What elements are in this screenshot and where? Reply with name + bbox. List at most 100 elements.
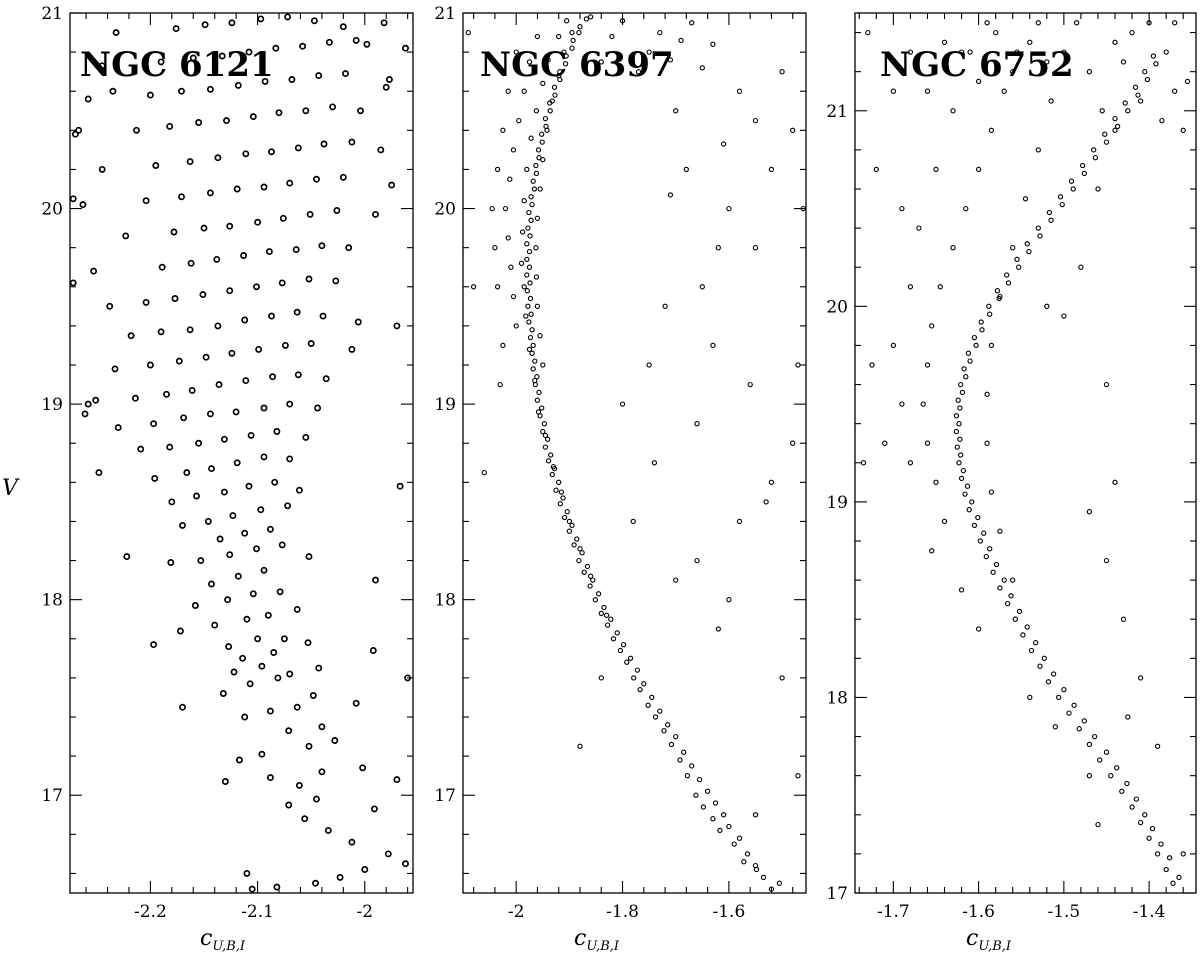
star-point xyxy=(635,69,642,75)
star-point xyxy=(404,674,412,682)
star-point xyxy=(465,29,471,36)
star-point xyxy=(571,542,577,548)
star-point xyxy=(266,525,274,533)
star-point xyxy=(576,29,582,36)
star-point xyxy=(281,341,289,349)
star-point xyxy=(312,879,319,887)
x-axis-label-main: c xyxy=(574,926,586,951)
star-point xyxy=(959,389,966,396)
star-point xyxy=(269,373,277,381)
star-point xyxy=(301,815,309,823)
star-point xyxy=(744,851,751,857)
star-point xyxy=(223,117,230,125)
star-point xyxy=(1078,264,1084,270)
star-point xyxy=(266,774,274,782)
star-point xyxy=(662,303,668,309)
star-point xyxy=(242,377,250,385)
star-point xyxy=(494,166,501,173)
star-point xyxy=(313,795,320,803)
star-point xyxy=(1086,509,1093,515)
star-point xyxy=(226,222,234,230)
star-point xyxy=(631,675,637,681)
star-point xyxy=(535,147,542,153)
star-point xyxy=(634,667,641,673)
plot-frame xyxy=(462,12,807,894)
star-point xyxy=(1150,53,1157,59)
star-point xyxy=(526,59,533,65)
star-point xyxy=(142,298,150,306)
star-point xyxy=(1108,773,1114,779)
star-point xyxy=(208,465,215,473)
star-point xyxy=(1097,757,1103,763)
star-point xyxy=(1103,749,1110,755)
star-point xyxy=(987,546,993,552)
star-point xyxy=(257,15,265,23)
star-point xyxy=(1022,196,1029,202)
star-point xyxy=(233,185,241,193)
star-point xyxy=(990,569,996,575)
star-point xyxy=(1081,170,1087,177)
star-point xyxy=(98,165,106,173)
star-point xyxy=(1086,773,1093,779)
star-point xyxy=(249,113,257,121)
star-point xyxy=(1135,92,1141,98)
star-point xyxy=(540,428,546,435)
star-point xyxy=(497,381,503,388)
star-point xyxy=(560,495,566,501)
star-point xyxy=(348,138,356,146)
star-point xyxy=(505,235,511,241)
star-point xyxy=(1044,303,1050,309)
star-point xyxy=(535,409,542,415)
star-point xyxy=(75,126,83,134)
star-point xyxy=(598,675,604,681)
star-point xyxy=(188,386,196,394)
star-point xyxy=(699,284,705,290)
star-point xyxy=(736,835,743,841)
star-point xyxy=(307,340,315,347)
star-point xyxy=(385,76,393,83)
star-point xyxy=(526,248,533,255)
star-point xyxy=(630,518,636,525)
star-point xyxy=(595,591,602,597)
star-point xyxy=(963,205,969,212)
star-point xyxy=(1012,616,1018,622)
star-point xyxy=(382,83,390,91)
star-point xyxy=(122,232,130,240)
star-point xyxy=(1142,812,1148,818)
star-point xyxy=(981,530,987,536)
star-point xyxy=(665,722,671,728)
star-point xyxy=(548,452,554,458)
star-point xyxy=(521,198,527,204)
star-point xyxy=(577,546,583,552)
star-point xyxy=(1037,663,1043,669)
star-point xyxy=(969,499,975,505)
star-point xyxy=(907,284,914,290)
x-axis-label: cU,B,I xyxy=(966,926,1012,954)
star-point xyxy=(202,353,210,361)
star-point xyxy=(1014,256,1020,263)
star-point xyxy=(239,654,247,662)
star-point xyxy=(369,647,377,654)
star-point xyxy=(929,548,935,554)
star-point xyxy=(592,597,599,603)
star-point xyxy=(183,469,191,477)
star-point xyxy=(869,362,875,368)
star-point xyxy=(510,293,517,300)
star-point xyxy=(873,166,879,173)
star-point xyxy=(258,662,266,670)
star-point xyxy=(1004,600,1011,607)
y-tick-label: 19 xyxy=(826,493,848,513)
star-point xyxy=(717,827,723,834)
star-point xyxy=(1056,694,1062,701)
star-point xyxy=(245,48,253,56)
star-point xyxy=(92,396,100,404)
star-point xyxy=(795,773,801,779)
star-point xyxy=(553,487,559,493)
star-point xyxy=(224,596,232,604)
star-point xyxy=(302,433,310,441)
star-point xyxy=(637,686,643,693)
star-point xyxy=(123,553,131,561)
star-point xyxy=(111,365,119,373)
star-point xyxy=(260,404,268,412)
star-point xyxy=(233,459,241,467)
